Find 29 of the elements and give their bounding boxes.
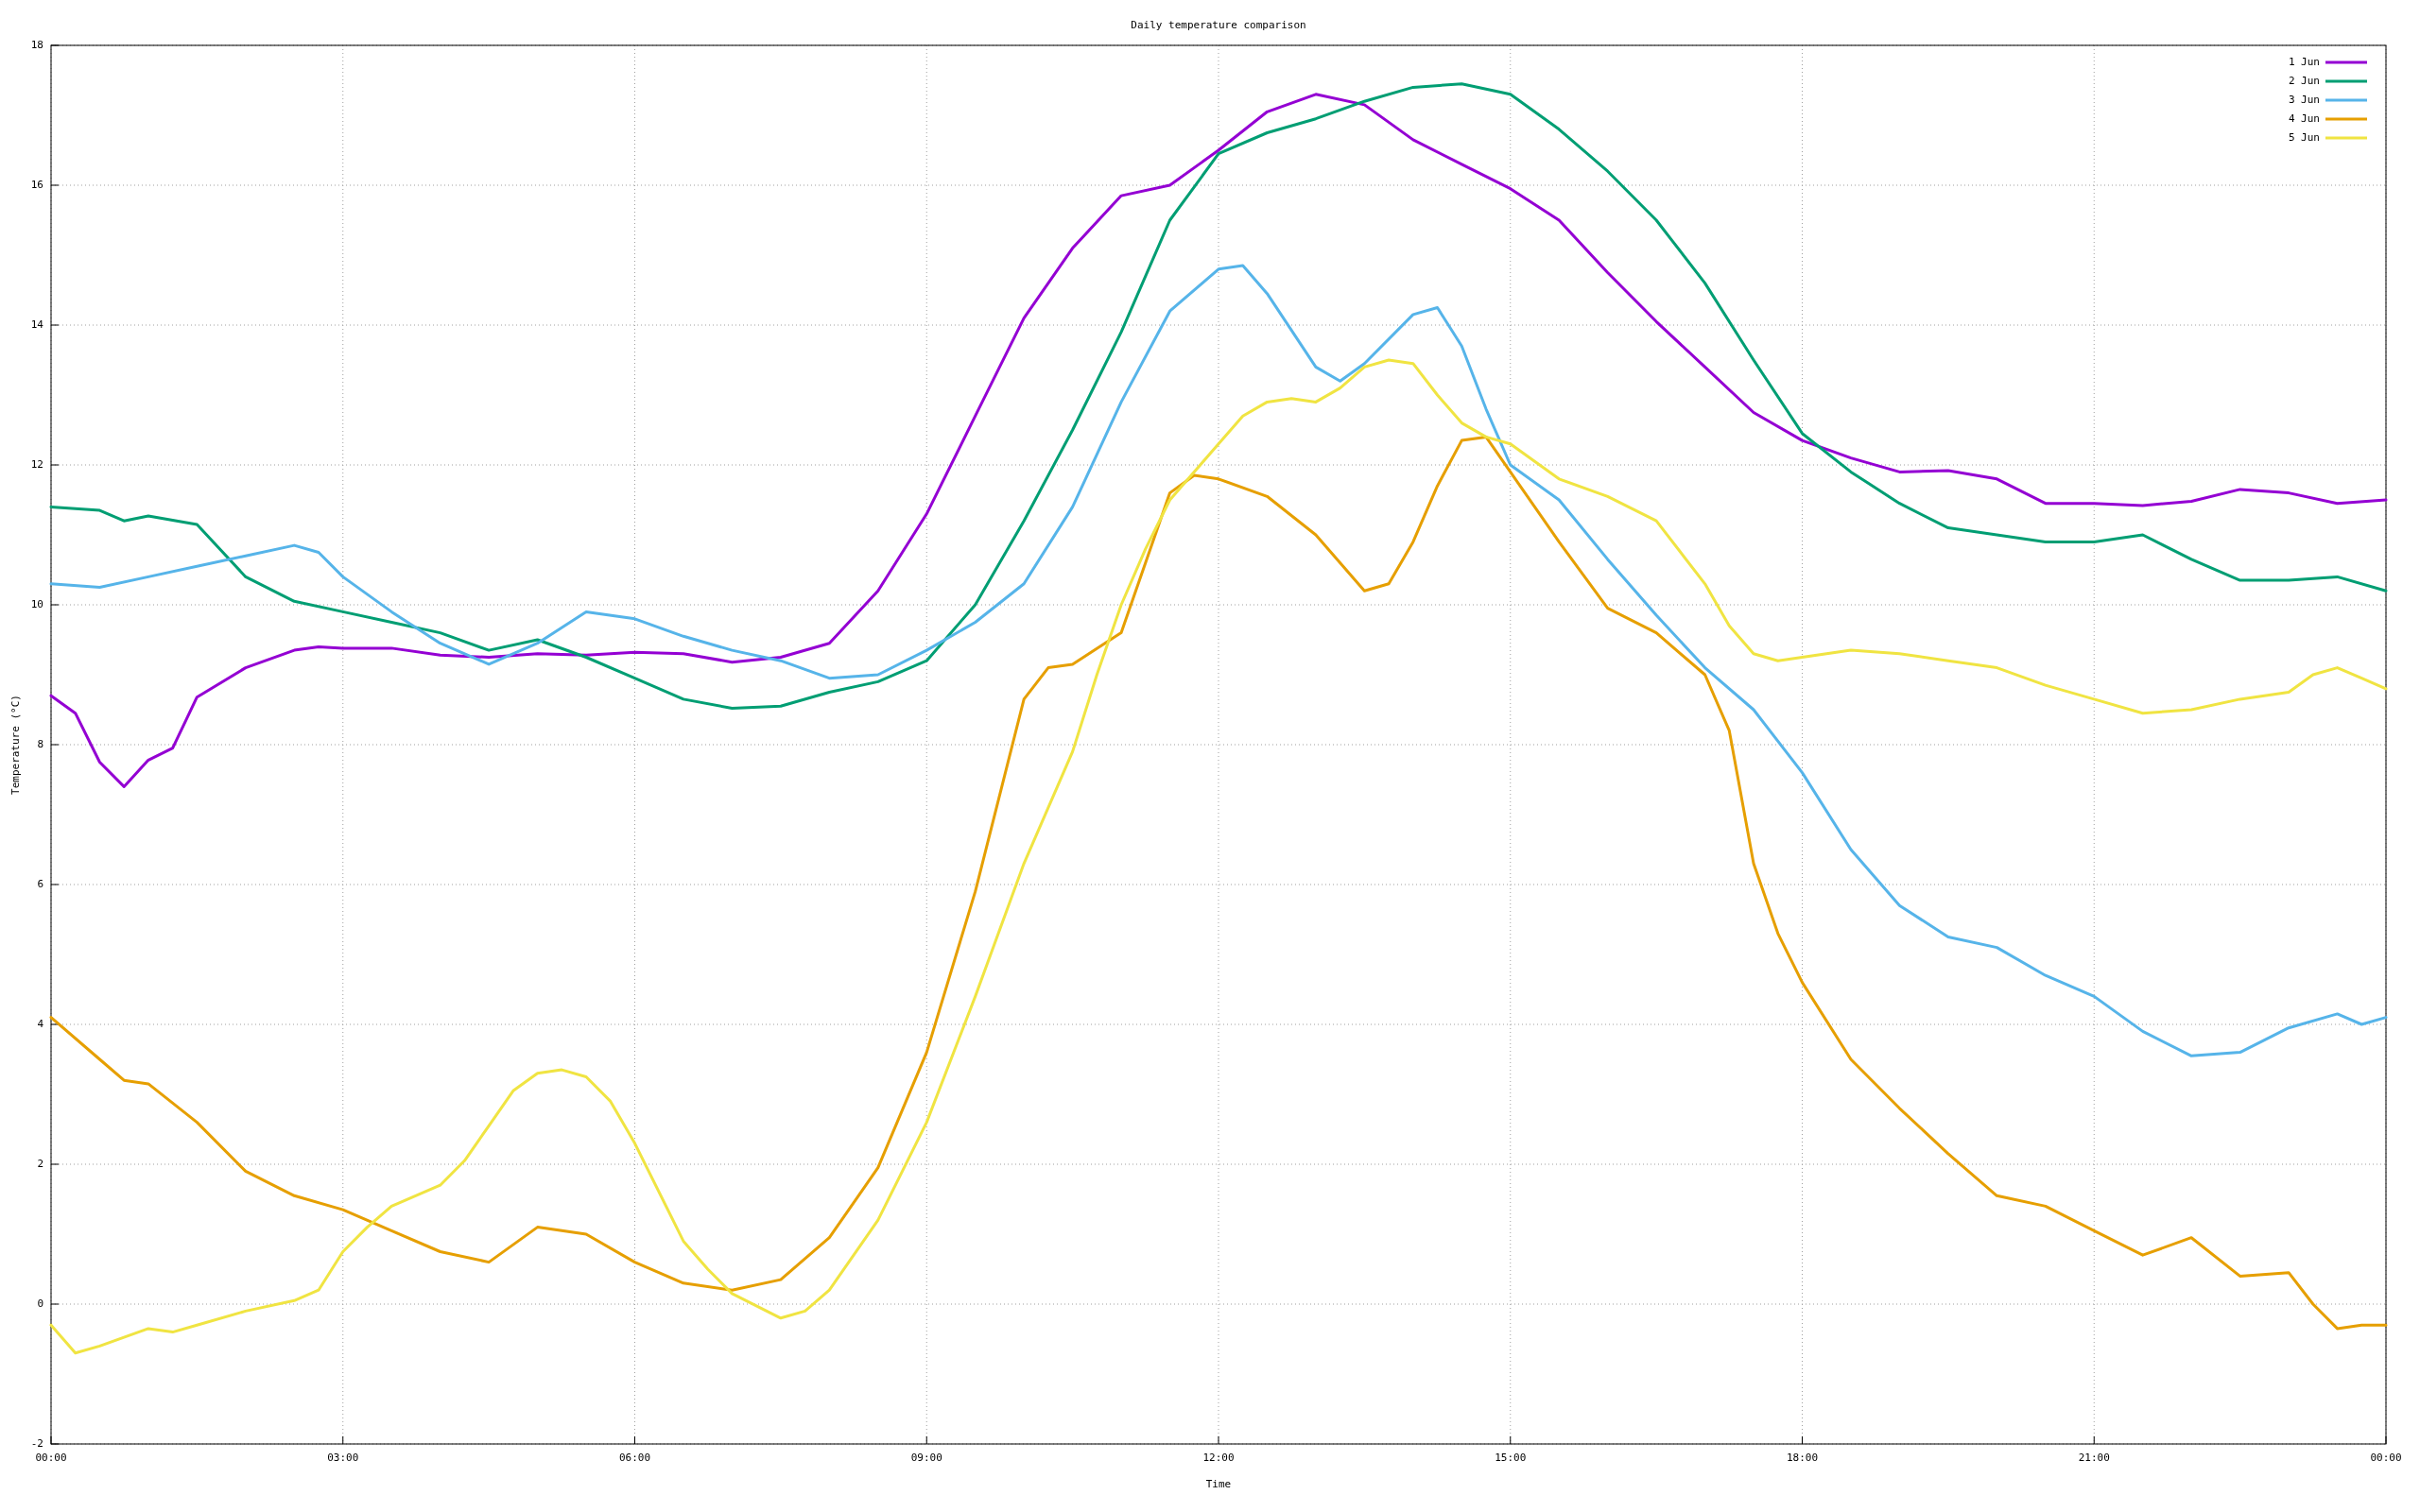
legend-label: 5 Jun: [2288, 131, 2320, 144]
y-tick-label: 6: [37, 878, 43, 890]
x-tick-label: 09:00: [910, 1452, 942, 1464]
x-tick-label: 18:00: [1786, 1452, 1819, 1464]
x-tick-label: 06:00: [618, 1452, 651, 1464]
x-tick-label: 12:00: [1202, 1452, 1235, 1464]
legend-label: 3 Jun: [2288, 94, 2320, 106]
y-axis-title: Temperature (°C): [9, 695, 22, 795]
y-tick-label: 0: [37, 1297, 43, 1310]
x-tick-label: 21:00: [2078, 1452, 2110, 1464]
legend-label: 1 Jun: [2288, 56, 2320, 68]
y-tick-label: 10: [30, 598, 43, 610]
chart-title: Daily temperature comparison: [1131, 19, 1306, 31]
y-tick-label: -2: [30, 1437, 43, 1450]
y-tick-label: 4: [37, 1018, 44, 1030]
line-series: [49, 264, 2388, 1057]
x-axis-title: Time: [1205, 1478, 1232, 1490]
x-tick-label: 15:00: [1495, 1452, 1527, 1464]
legend-label: 4 Jun: [2288, 112, 2320, 125]
y-tick-label: 8: [37, 738, 43, 750]
x-tick-label: 00:00: [2370, 1452, 2402, 1464]
x-tick-label: 00:00: [35, 1452, 67, 1464]
legend-label: 2 Jun: [2288, 75, 2320, 87]
x-tick-label: 03:00: [327, 1452, 359, 1464]
y-tick-label: 18: [30, 39, 43, 51]
y-tick-label: 14: [30, 318, 44, 331]
y-tick-label: 2: [37, 1158, 43, 1170]
y-tick-label: 16: [30, 179, 43, 191]
y-tick-label: 12: [30, 458, 43, 471]
